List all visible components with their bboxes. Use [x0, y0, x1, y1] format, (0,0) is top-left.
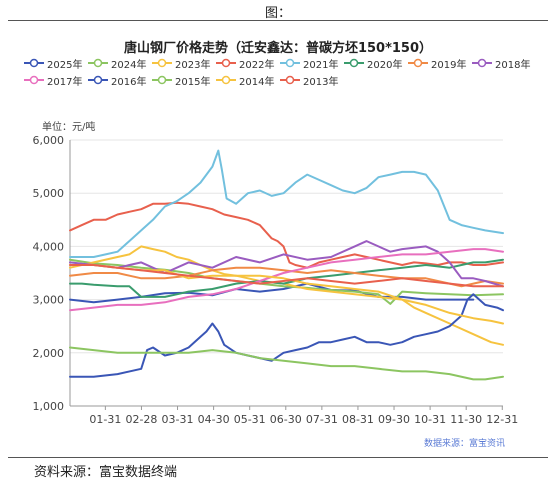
x-tick-label: 03-31: [162, 413, 194, 426]
legend-label: 2021年: [303, 59, 339, 71]
legend-label: 2025年: [47, 59, 83, 71]
legend-item[interactable]: 2020年: [344, 56, 408, 71]
series-line-2022年: [69, 201, 504, 269]
x-tick-label: 04-30: [198, 413, 230, 426]
legend-item[interactable]: 2019年: [408, 56, 472, 71]
legend-item[interactable]: 2013年: [280, 73, 344, 88]
bottom-rule: [8, 457, 548, 458]
legend-item[interactable]: 2023年: [152, 56, 216, 71]
x-tick-label: 01-31: [89, 413, 121, 426]
x-tick-label: 08-31: [342, 413, 374, 426]
x-tick-label: 05-31: [234, 413, 266, 426]
legend-label: 2017年: [47, 76, 83, 88]
legend-marker-icon: [152, 75, 172, 85]
legend-item[interactable]: 2017年: [24, 73, 88, 88]
footer-source: 资料来源：富宝数据终端: [34, 465, 178, 480]
legend-label: 2016年: [111, 76, 147, 88]
series-line-2017年: [69, 248, 504, 312]
series-line-2015年: [69, 346, 504, 381]
legend-item[interactable]: 2025年: [24, 56, 88, 71]
legend-marker-icon: [88, 58, 108, 68]
legend-item[interactable]: 2018年: [472, 56, 536, 71]
x-tick-label: 11-30: [450, 413, 482, 426]
y-tick-label: 1,000: [33, 400, 65, 413]
legend-label: 2020年: [367, 59, 403, 71]
unit-label: 单位：元/吨: [42, 122, 96, 133]
legend-marker-icon: [280, 58, 300, 68]
legend-marker-icon: [344, 58, 364, 68]
x-tick-label: 12-31: [486, 413, 518, 426]
chart-legend: 2025年 2024年 2023年 2022年 2021年 2020年 2019年 2018年…: [24, 56, 544, 88]
x-tick-label: 02-28: [125, 413, 157, 426]
top-rule: [8, 20, 548, 21]
series-line-2025年: [69, 282, 475, 304]
y-tick-label: 5,000: [33, 187, 65, 200]
legend-label: 2019年: [431, 59, 467, 71]
y-tick-label: 3,000: [33, 294, 65, 307]
legend-marker-icon: [216, 75, 236, 85]
legend-marker-icon: [216, 58, 236, 68]
series-line-2013年: [69, 264, 504, 288]
legend-marker-icon: [408, 58, 428, 68]
legend-marker-icon: [280, 75, 300, 85]
x-tick-label: 06-30: [270, 413, 302, 426]
legend-label: 2023年: [175, 59, 211, 71]
legend-item[interactable]: 2016年: [88, 73, 152, 88]
x-tick-label: 07-31: [306, 413, 338, 426]
legend-marker-icon: [152, 58, 172, 68]
legend-label: 2013年: [303, 76, 339, 88]
legend-label: 2022年: [239, 59, 275, 71]
x-tick-label: 10-31: [414, 413, 446, 426]
chart-source-note: 数据来源：富宝资讯: [424, 439, 506, 449]
y-tick-label: 2,000: [33, 347, 65, 360]
legend-label: 2015年: [175, 76, 211, 88]
legend-marker-icon: [24, 58, 44, 68]
y-tick-label: 4,000: [33, 240, 65, 253]
legend-item[interactable]: 2021年: [280, 56, 344, 71]
x-tick-label: 09-30: [378, 413, 410, 426]
series-line-2016年: [69, 293, 504, 378]
legend-item[interactable]: 2014年: [216, 73, 280, 88]
legend-item[interactable]: 2015年: [152, 73, 216, 88]
figure-label: 图：: [264, 6, 291, 21]
series-line-2021年: [69, 149, 504, 258]
legend-item[interactable]: 2024年: [88, 56, 152, 71]
chart-title: 唐山钢厂价格走势（迁安鑫达：普碳方坯150*150）: [123, 41, 433, 56]
legend-marker-icon: [24, 75, 44, 85]
legend-marker-icon: [88, 75, 108, 85]
y-tick-label: 6,000: [33, 134, 65, 147]
legend-label: 2018年: [495, 59, 531, 71]
legend-item[interactable]: 2022年: [216, 56, 280, 71]
series-line-2023年: [69, 245, 504, 346]
legend-label: 2014年: [239, 76, 275, 88]
legend-label: 2024年: [111, 59, 147, 71]
legend-marker-icon: [472, 58, 492, 68]
